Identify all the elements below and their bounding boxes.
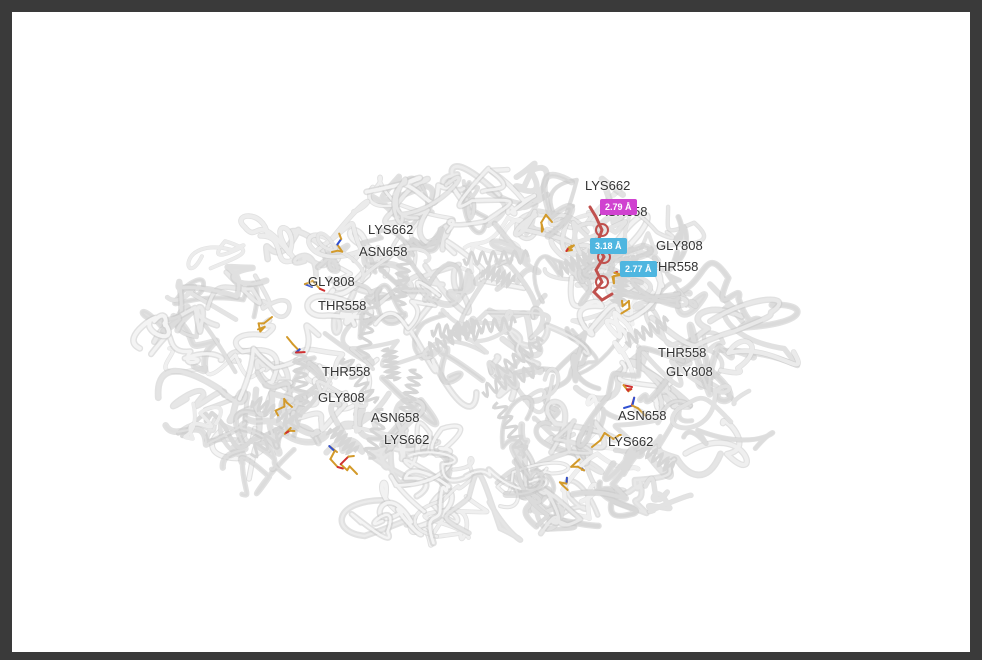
hbond-distance-label: 2.79 Å	[600, 199, 637, 215]
residue-label-thr558: THR558	[322, 364, 371, 379]
residue-label-lys662: LYS662	[608, 434, 654, 449]
residue-label-asn658: ASN658	[371, 410, 420, 425]
residue-label-gly808: GLY808	[666, 364, 713, 379]
protein-ribbon-structure[interactable]	[12, 12, 970, 652]
residue-label-lys662: LYS662	[368, 222, 414, 237]
residue-label-asn658: ASN658	[618, 408, 667, 423]
residue-label-lys662: LYS662	[384, 432, 430, 447]
protein-ribbons	[130, 160, 801, 548]
hbond-distance-label: 2.77 Å	[620, 261, 657, 277]
residue-sticks	[257, 213, 647, 491]
hbond-distance-label: 3.18 Å	[590, 238, 627, 254]
residue-label-gly808: GLY808	[656, 238, 703, 253]
residue-label-thr558: THR558	[658, 345, 707, 360]
residue-label-thr558: THR558	[318, 298, 367, 313]
residue-label-gly808: GLY808	[318, 390, 365, 405]
residue-label-gly808: GLY808	[308, 274, 355, 289]
residue-label-lys662: LYS662	[585, 178, 631, 193]
residue-label-asn658: ASN658	[359, 244, 408, 259]
molecular-viewer-canvas[interactable]: LYS662 ASN658 GLY808 THR558 LYS662 ASN65…	[12, 12, 970, 652]
residue-label-thr558: THR558	[650, 259, 699, 274]
